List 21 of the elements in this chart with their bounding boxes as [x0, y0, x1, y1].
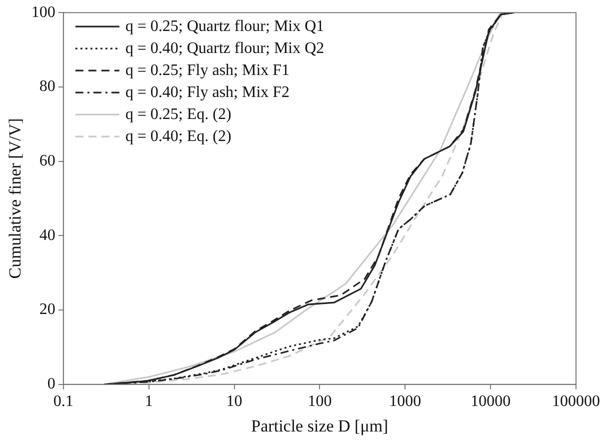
y-tick-label: 80 — [39, 78, 56, 96]
x-tick-label: 1000 — [389, 393, 422, 410]
x-axis-title: Particle size D [μm] — [251, 416, 388, 436]
legend-label: q = 0.25; Eq. (2) — [125, 106, 232, 123]
legend-label: q = 0.40; Eq. (2) — [125, 128, 232, 145]
x-tick-label: 10000 — [470, 393, 511, 410]
legend-label: q = 0.40; Fly ash; Mix F2 — [125, 84, 290, 101]
legend-label: q = 0.25; Quartz flour; Mix Q1 — [125, 18, 324, 35]
legend-label: q = 0.25; Fly ash; Mix F1 — [125, 62, 290, 79]
x-tick-label: 100000 — [552, 393, 600, 410]
y-tick-label: 20 — [39, 301, 56, 318]
x-tick-label: 10 — [226, 393, 242, 410]
x-tick-label: 1 — [144, 393, 153, 410]
legend-label: q = 0.40; Quartz flour; Mix Q2 — [125, 40, 324, 57]
y-tick-label: 40 — [39, 226, 56, 244]
y-axis-title: Cumulative finer [V/V] — [6, 118, 25, 279]
y-tick-label: 0 — [47, 376, 56, 393]
y-tick-label: 60 — [39, 152, 56, 170]
x-tick-label: 0.1 — [53, 393, 74, 410]
x-tick-label: 100 — [308, 393, 332, 410]
y-tick-label: 100 — [31, 4, 56, 21]
